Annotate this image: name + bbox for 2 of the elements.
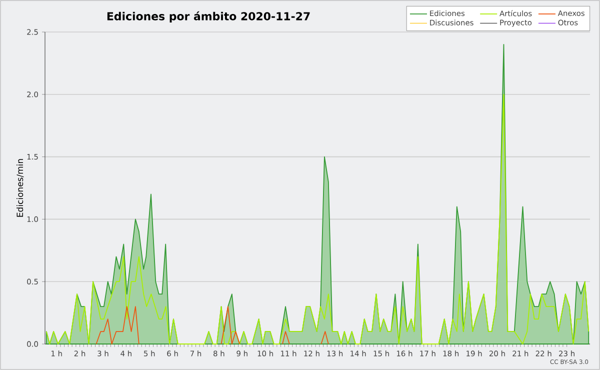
y-axis-title: Ediciones/min (16, 159, 24, 217)
chart-title: Ediciones por ámbito 2020-11-27 (107, 11, 310, 22)
